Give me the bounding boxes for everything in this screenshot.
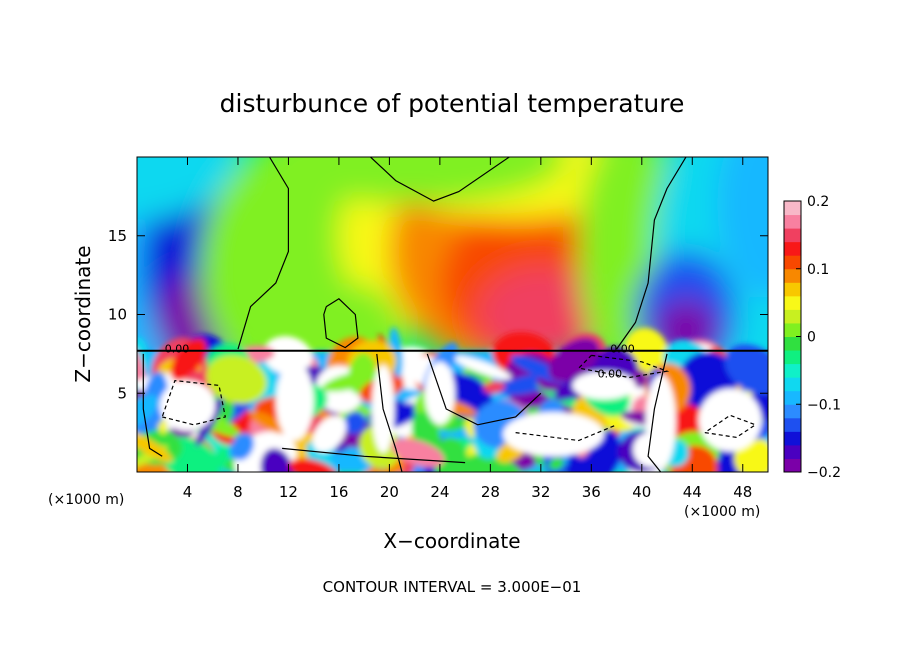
x-unit-left: (×1000 m) bbox=[48, 492, 124, 508]
colorbar-swatch bbox=[784, 444, 801, 459]
x-unit-right: (×1000 m) bbox=[684, 504, 760, 520]
contour-labels: 0.00 0.00 0.00 bbox=[165, 342, 635, 380]
x-tick-label: 8 bbox=[233, 483, 243, 501]
colorbar-tick-label: 0.1 bbox=[807, 262, 829, 278]
x-tick-label: 4 bbox=[183, 483, 193, 501]
upper-field bbox=[137, 157, 768, 409]
y-tick-label: 10 bbox=[108, 306, 127, 324]
x-axis: 4 8 12 16 20 24 28 32 36 40 44 48 bbox=[183, 157, 752, 501]
y-tick-label: 15 bbox=[108, 227, 127, 245]
lower-field bbox=[137, 327, 768, 472]
colorbar-swatch bbox=[784, 241, 801, 256]
contour-interval-note: CONTOUR INTERVAL = 3.000E−01 bbox=[323, 578, 582, 596]
colorbar-swatch bbox=[784, 336, 801, 351]
colorbar-swatch bbox=[784, 458, 801, 473]
x-axis-label: X−coordinate bbox=[383, 529, 520, 553]
x-tick-label: 20 bbox=[380, 483, 399, 501]
x-tick-label: 24 bbox=[430, 483, 449, 501]
colorbar-swatch bbox=[784, 228, 801, 243]
colorbar-swatch bbox=[784, 377, 801, 392]
colorbar-swatch bbox=[784, 268, 801, 283]
plot-area bbox=[137, 157, 768, 472]
colorbar-swatch bbox=[784, 282, 801, 297]
colorbar: 0.2 0.1 0 −0.1 −0.2 bbox=[783, 194, 841, 481]
colorbar-swatch bbox=[784, 350, 801, 365]
colorbar-swatch bbox=[784, 322, 801, 337]
y-tick-label: 5 bbox=[117, 384, 127, 402]
colorbar-swatch bbox=[784, 390, 801, 405]
colorbar-swatch bbox=[784, 431, 801, 446]
x-tick-label: 40 bbox=[632, 483, 651, 501]
colorbar-swatch bbox=[784, 309, 801, 324]
colorbar-swatch bbox=[784, 214, 801, 229]
colorbar-tick-label: 0.2 bbox=[807, 194, 829, 210]
colorbar-swatch bbox=[784, 417, 801, 432]
colorbar-swatch bbox=[784, 255, 801, 270]
y-axis-label: Z−coordinate bbox=[71, 245, 95, 382]
contour-label: 0.00 bbox=[598, 368, 623, 381]
x-tick-label: 44 bbox=[683, 483, 702, 501]
contour-label: 0.00 bbox=[610, 342, 635, 355]
x-tick-label: 36 bbox=[582, 483, 601, 501]
colorbar-tick-label: 0 bbox=[807, 330, 816, 346]
x-tick-label: 28 bbox=[481, 483, 500, 501]
colorbar-swatch bbox=[784, 295, 801, 310]
x-tick-label: 32 bbox=[531, 483, 550, 501]
colorbar-tick-label: −0.2 bbox=[807, 465, 841, 481]
x-tick-label: 48 bbox=[733, 483, 752, 501]
contour-lines bbox=[137, 157, 768, 472]
y-axis: 5 10 15 bbox=[108, 227, 768, 402]
colorbar-tick-label: −0.1 bbox=[807, 397, 841, 413]
colorbar-swatch bbox=[784, 363, 801, 378]
x-tick-label: 12 bbox=[279, 483, 298, 501]
contour-label: 0.00 bbox=[165, 342, 190, 355]
colorbar-swatch bbox=[784, 201, 801, 216]
x-tick-label: 16 bbox=[329, 483, 348, 501]
chart-title: disturbunce of potential temperature bbox=[220, 89, 685, 118]
colorbar-swatch bbox=[784, 404, 801, 419]
